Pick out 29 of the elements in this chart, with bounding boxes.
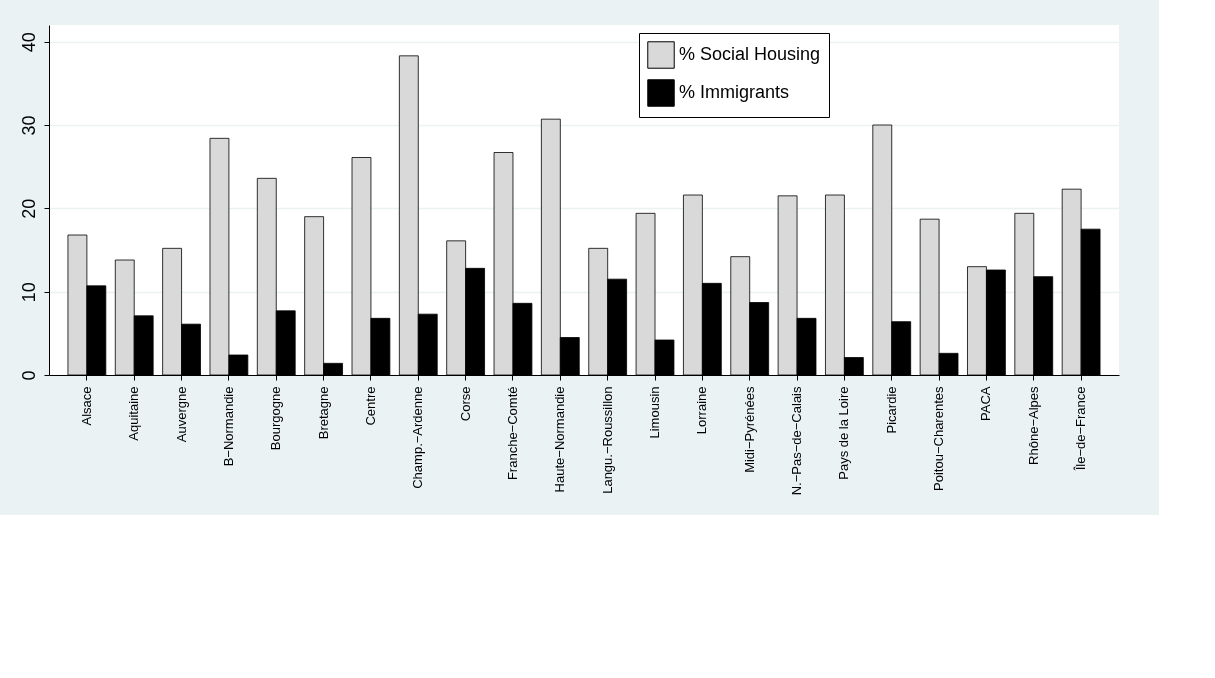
x-tick-label: Franche−Comté bbox=[504, 386, 520, 481]
x-tick-label: N.−Pas−de−Calais bbox=[789, 386, 805, 496]
x-tick-label: PACA bbox=[978, 386, 994, 421]
x-tick-label: Île−de−France bbox=[1073, 386, 1089, 472]
legend-label: % Immigrants bbox=[679, 82, 790, 102]
x-tick-label: Lorraine bbox=[694, 386, 710, 435]
y-tick-label: 40 bbox=[18, 32, 39, 53]
x-tick-label: Langu.−Roussillon bbox=[599, 386, 615, 494]
x-tick-label: Aquitaine bbox=[126, 386, 142, 441]
x-tick-label: Poitou−Charentes bbox=[931, 386, 947, 491]
x-tick-label: Bretagne bbox=[315, 386, 331, 440]
x-tick-label: Pays de la Loire bbox=[836, 386, 852, 480]
x-tick-label: Bourgogne bbox=[268, 386, 284, 451]
x-tick-label: Alsace bbox=[78, 386, 94, 426]
x-tick-label: Limousin bbox=[647, 386, 663, 439]
x-tick-label: Picardie bbox=[883, 386, 899, 434]
x-tick-label: B−Normandie bbox=[220, 386, 236, 467]
x-tick-label: Centre bbox=[362, 386, 378, 426]
legend-label: % Social Housing bbox=[679, 44, 821, 64]
y-tick-label: 10 bbox=[18, 282, 39, 303]
x-tick-label: Auvergne bbox=[173, 386, 189, 443]
x-tick-label: Midi−Pyrénées bbox=[741, 386, 757, 473]
x-tick-label: Corse bbox=[457, 386, 473, 422]
y-tick-label: 20 bbox=[18, 198, 39, 219]
x-tick-label: Champ.−Ardenne bbox=[410, 386, 426, 489]
y-tick-label: 30 bbox=[18, 115, 39, 136]
x-tick-label: Haute−Normandie bbox=[552, 386, 568, 493]
x-tick-label: Rhône−Alpes bbox=[1025, 386, 1041, 465]
y-tick-label: 0 bbox=[18, 370, 39, 381]
